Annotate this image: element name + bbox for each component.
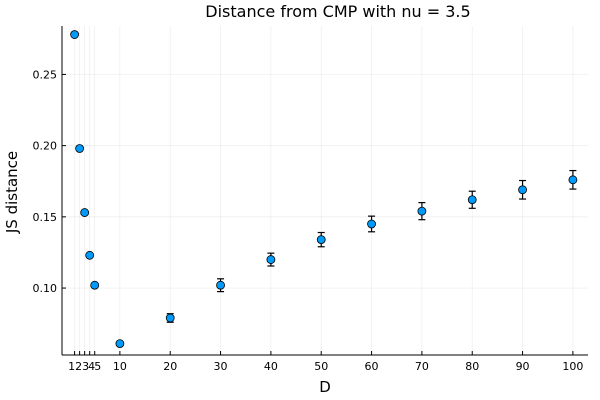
x-tick-label-7: 30 [214,360,228,373]
y-tick-label-1: 0.15 [33,211,58,224]
x-tick-label-11: 70 [415,360,429,373]
data-point-6 [165,313,175,323]
data-point-7 [216,280,225,290]
x-tick-label-6: 20 [163,360,177,373]
x-tick-label-10: 60 [365,360,379,373]
y-axis-label: JS distance [3,151,21,234]
grid-lines [62,26,588,355]
data-point-4 [90,280,100,290]
x-tick-label-5: 10 [113,360,127,373]
data-point-5 [115,339,125,349]
data-point-8 [266,255,276,264]
data-point-14 [568,175,578,185]
x-tick-label-0: 1 [68,360,75,373]
data-points [70,30,578,349]
data-point-0 [70,30,79,39]
x-tick-label-12: 80 [465,360,479,373]
x-axis-label: D [319,378,331,396]
x-tick-label-13: 90 [516,360,530,373]
x-tick-label-9: 50 [314,360,328,373]
data-point-3 [85,250,95,260]
data-point-2 [80,208,90,217]
data-point-12 [467,195,477,205]
chart-title: Distance from CMP with nu = 3.5 [205,2,470,21]
x-tick-label-2: 3 [82,360,89,373]
x-tick-label-8: 40 [264,360,278,373]
x-tick-label-3: 4 [88,360,95,373]
y-tick-label-3: 0.25 [33,68,58,81]
data-point-10 [367,219,376,229]
data-point-11 [417,206,427,216]
data-point-13 [518,185,527,195]
x-tick-label-4: 5 [94,360,101,373]
axes: 1 2 3 4 5 10 20 30 40 50 60 70 80 90 100 0.10 0.15 0.20 0.… [33,26,588,373]
x-tick-label-1: 2 [75,360,82,373]
data-point-1 [75,144,85,153]
x-tick-label-14: 100 [562,360,583,373]
y-tick-label-2: 0.20 [33,140,58,153]
data-point-9 [316,235,326,245]
y-tick-label-0: 0.10 [33,282,58,295]
